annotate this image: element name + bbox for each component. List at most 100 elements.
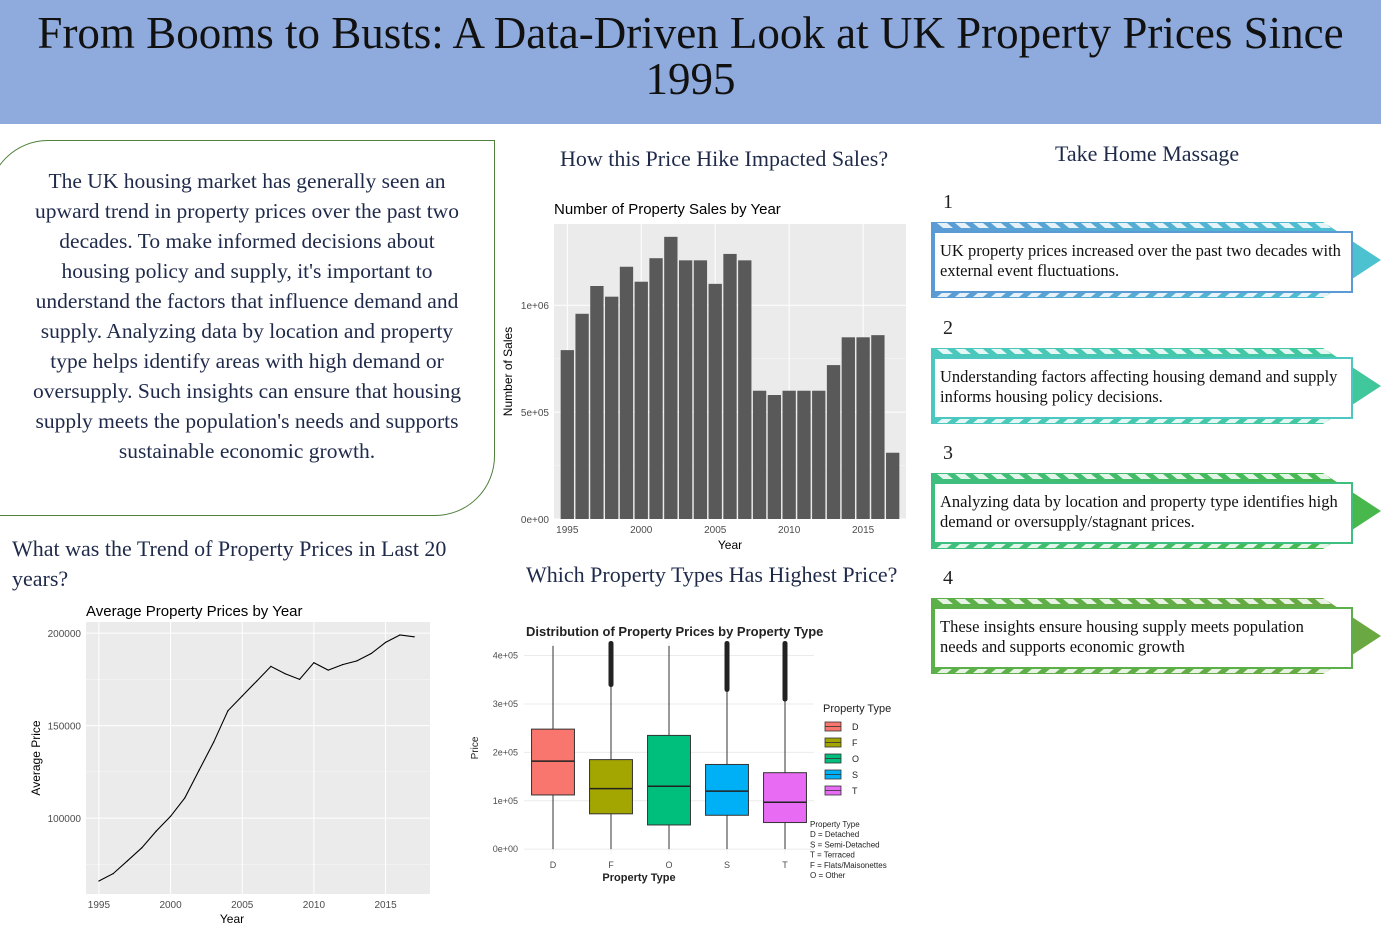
x-tick-label: 1995 <box>556 525 579 536</box>
chevron-mark <box>1207 543 1223 548</box>
chevron-mark <box>1045 349 1061 354</box>
chevron-mark <box>1297 474 1313 479</box>
sales-bar <box>841 337 855 519</box>
price-line-chart: 100000 150000 200000 1995 2000 2005 2010 2015 Av… <box>29 603 430 926</box>
sales-bar <box>797 390 811 519</box>
chevron-mark <box>1081 223 1097 228</box>
chevron-mark <box>1117 223 1133 228</box>
intro-text: The UK housing market has generally seen… <box>33 169 461 463</box>
chevron-mark <box>937 223 953 228</box>
chevron-mark <box>1243 474 1259 479</box>
chevron-mark <box>1279 292 1295 297</box>
plot-panel <box>86 622 430 894</box>
sales-bar <box>693 260 708 519</box>
chevron-mark <box>1027 349 1043 354</box>
sales-bar <box>678 260 693 519</box>
sales-bar <box>634 281 648 519</box>
chevron-mark <box>1027 292 1043 297</box>
y-tick-label: 150000 <box>48 722 82 733</box>
intro-panel <box>0 140 495 516</box>
sales-bar <box>856 337 870 519</box>
chevron-mark <box>1243 223 1259 228</box>
caption-line: F = Flats/Maisonettes <box>810 861 887 870</box>
chevron-mark <box>937 418 953 423</box>
chevron-mark <box>1189 543 1205 548</box>
box-T <box>763 772 807 824</box>
chevron-mark <box>1027 474 1043 479</box>
chevron-mark <box>1279 418 1295 423</box>
chevron-mark <box>955 668 971 673</box>
chevron-mark <box>1315 474 1331 479</box>
box-F <box>589 759 633 815</box>
chevron-mark <box>973 474 989 479</box>
x-tick-label: 2015 <box>374 900 397 911</box>
chevron-mark <box>973 223 989 228</box>
chevron-mark <box>1117 292 1133 297</box>
x-tick-label: 2000 <box>159 900 182 911</box>
sales-bar <box>738 260 752 519</box>
caption-line: T = Terraced <box>810 851 855 860</box>
box-O <box>647 734 691 826</box>
chevron-mark <box>1045 474 1061 479</box>
chevron-mark <box>1171 543 1187 548</box>
chevron-mark <box>1207 223 1223 228</box>
chevron-mark <box>1153 668 1169 673</box>
chevron-mark <box>1225 418 1241 423</box>
chevron-mark <box>1135 543 1151 548</box>
chevron-mark <box>1207 599 1223 604</box>
chevron-mark <box>1153 418 1169 423</box>
page-title: From Booms to Busts: A Data-Driven Look … <box>37 8 1344 104</box>
chevron-mark <box>1261 599 1277 604</box>
chevron-mark <box>1135 223 1151 228</box>
chevron-mark <box>1081 668 1097 673</box>
price-point <box>141 847 143 849</box>
chevron-mark <box>955 223 971 228</box>
chevron-mark <box>1279 223 1295 228</box>
chevron-mark <box>1261 418 1277 423</box>
price-point <box>184 797 186 799</box>
sales-bar <box>752 390 767 519</box>
chevron-mark <box>1135 418 1151 423</box>
chevron-mark <box>1189 474 1205 479</box>
chevron-mark <box>1261 668 1277 673</box>
x-axis-label: Year <box>220 912 244 926</box>
chevron-mark <box>937 349 953 354</box>
price-point <box>370 652 372 655</box>
sales-bar <box>560 350 574 519</box>
chevron-mark <box>955 599 971 604</box>
chevron-mark <box>1063 543 1079 548</box>
chevron-mark <box>1297 543 1313 548</box>
sales-bar <box>782 390 796 519</box>
chevron-mark <box>991 223 1007 228</box>
sales-heading: How this Price Hike Impacted Sales? <box>560 146 889 171</box>
chevron-mark <box>937 668 953 673</box>
chevron-mark <box>1099 474 1115 479</box>
chevron-mark <box>1063 668 1079 673</box>
chevron-mark <box>937 599 953 604</box>
chevron-mark <box>1081 292 1097 297</box>
chevron-mark <box>1225 223 1241 228</box>
chevron-mark <box>1135 668 1151 673</box>
chevron-mark <box>1009 599 1025 604</box>
y-tick-label: 100000 <box>48 814 82 825</box>
chevron-mark <box>1135 599 1151 604</box>
y-tick-label: 5e+05 <box>521 408 550 419</box>
chevron-mark <box>1045 292 1061 297</box>
legend-label: T <box>852 786 858 796</box>
chevron-mark <box>973 349 989 354</box>
chevron-mark <box>1261 349 1277 354</box>
x-tick-label: 2010 <box>303 900 326 911</box>
chevron-mark <box>1243 418 1259 423</box>
chevron-mark <box>1243 599 1259 604</box>
chevron-mark <box>1045 599 1061 604</box>
price-point <box>155 830 157 832</box>
chevron-mark <box>1063 292 1079 297</box>
trend-heading: What was the Trend of Property Prices in… <box>12 536 447 591</box>
chevron-mark <box>1315 292 1331 297</box>
chevron-mark <box>1153 599 1169 604</box>
price-point <box>270 665 272 668</box>
chevron-mark <box>1063 418 1079 423</box>
chevron-mark <box>1027 599 1043 604</box>
y-tick-label: 0e+00 <box>521 515 550 526</box>
chevron-mark <box>1171 668 1187 673</box>
